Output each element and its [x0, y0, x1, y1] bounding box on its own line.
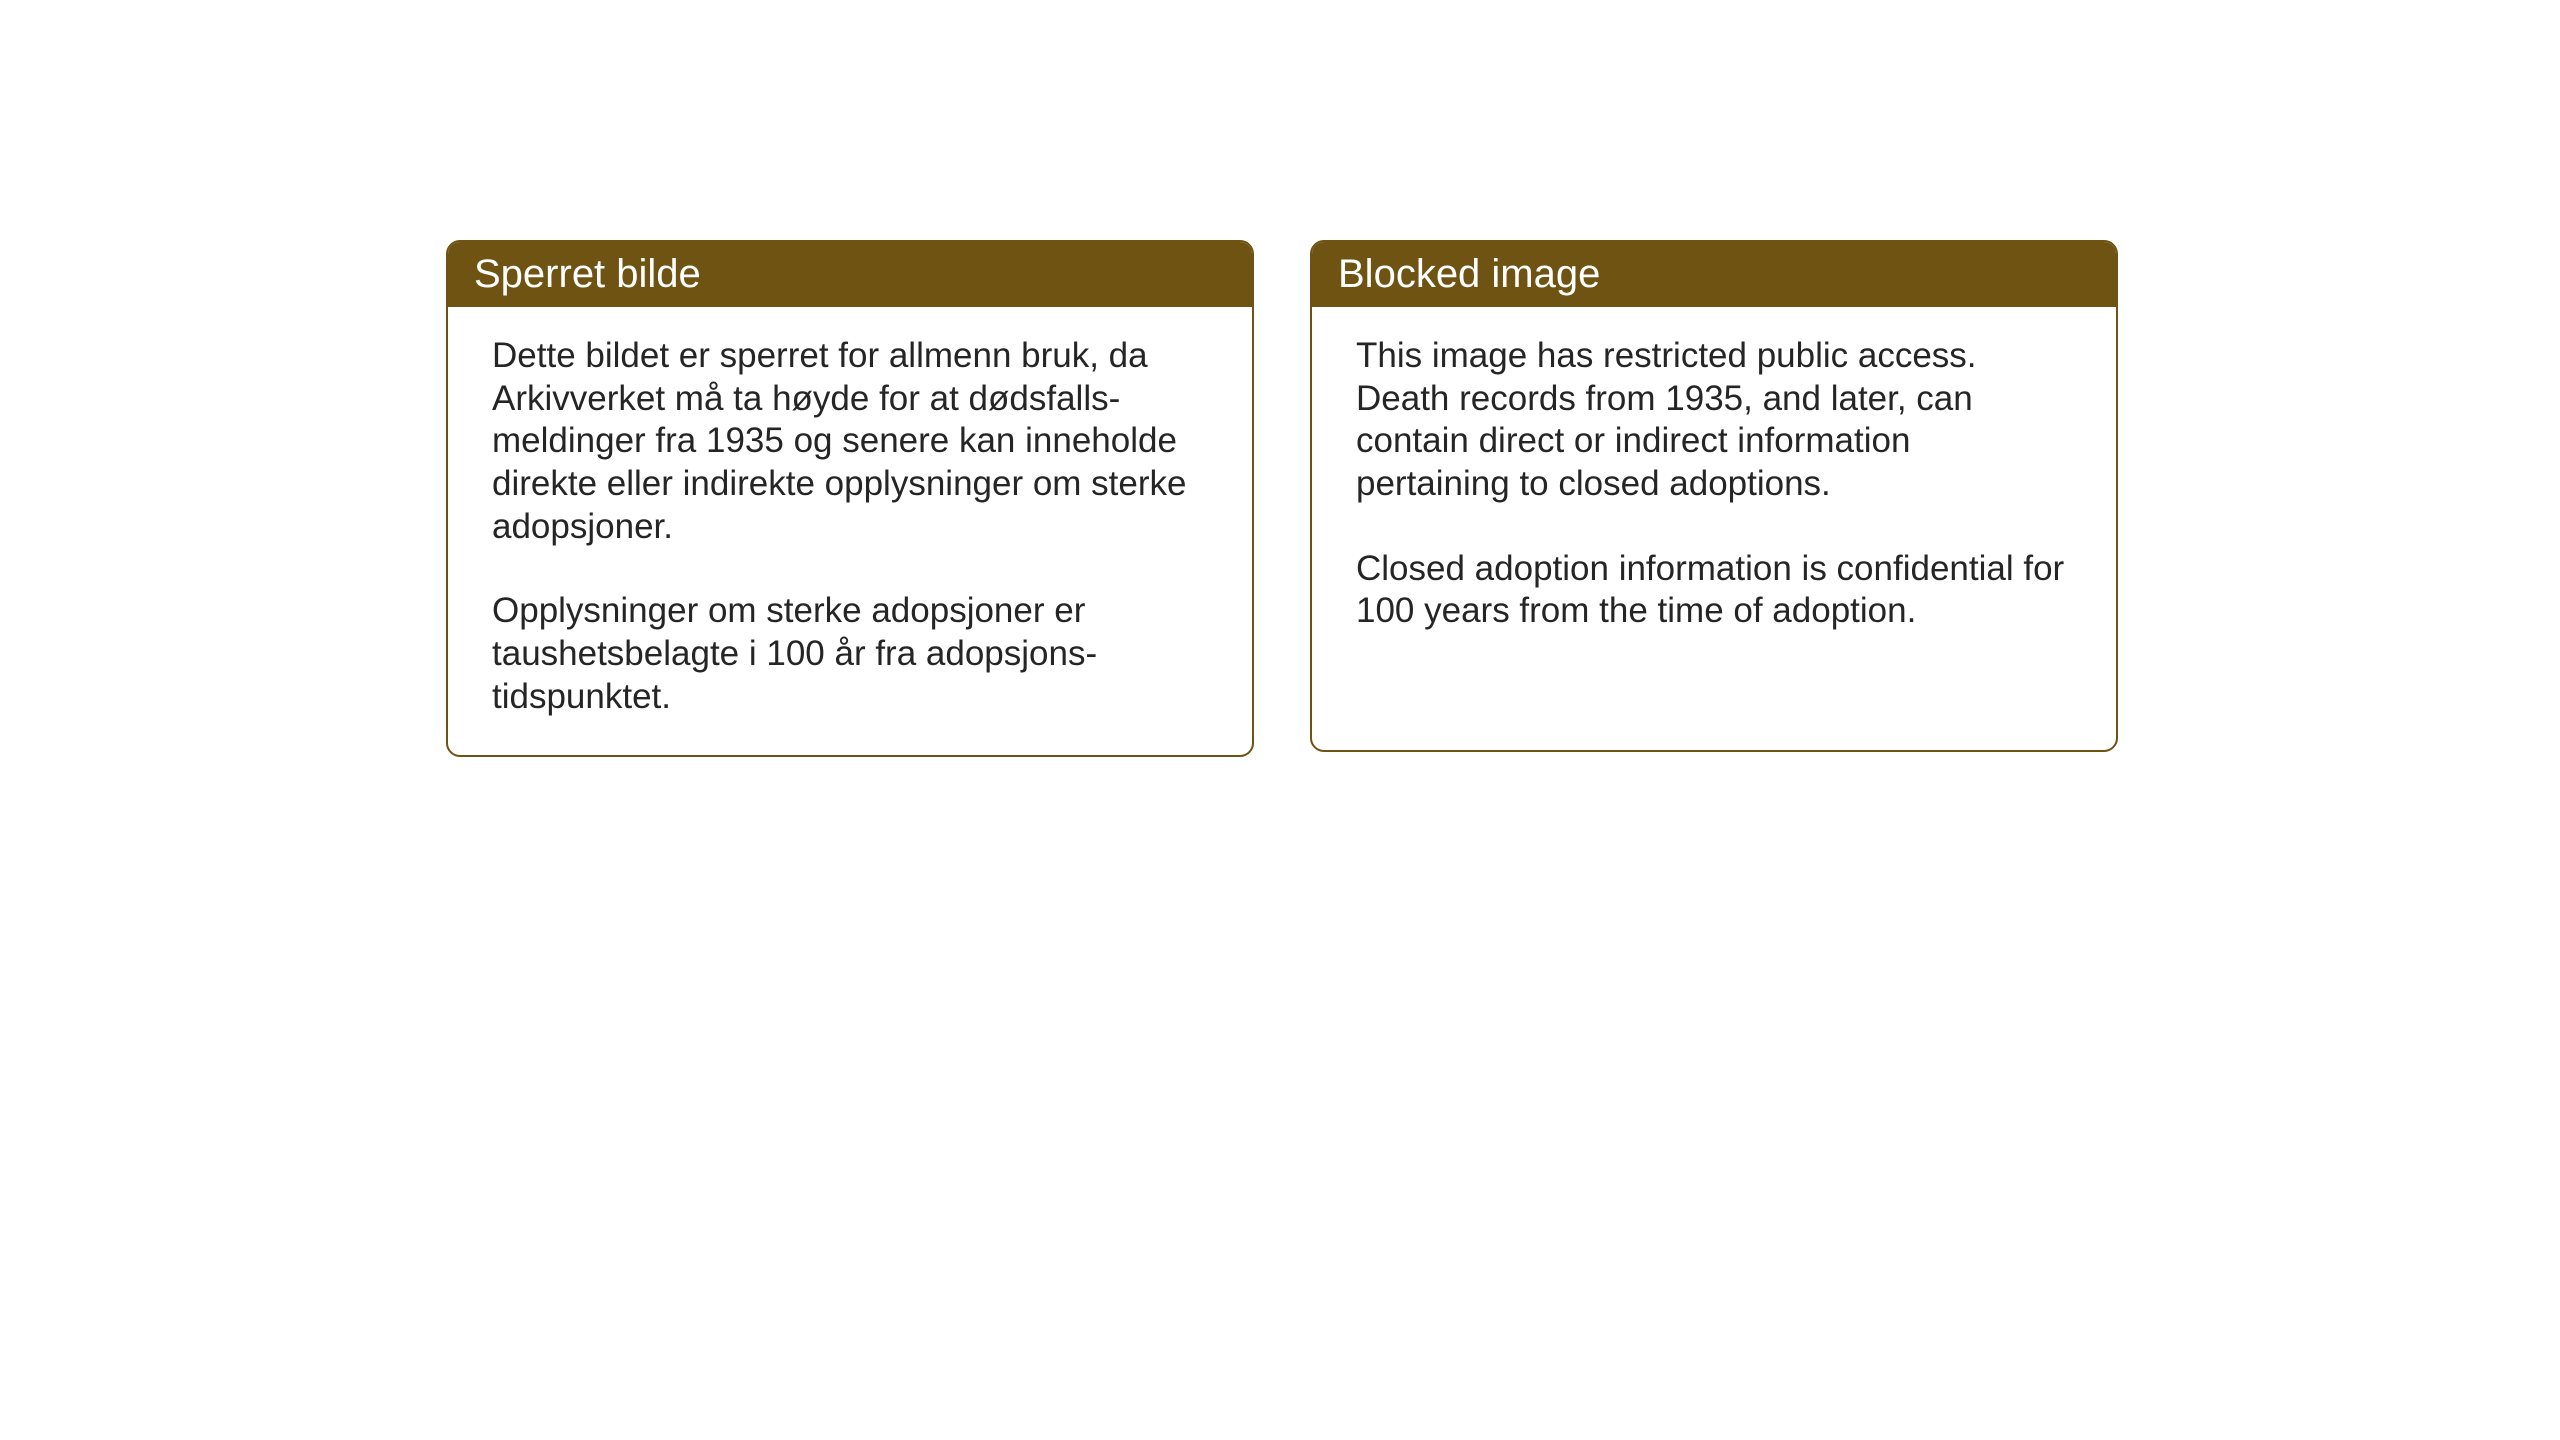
norwegian-card-body: Dette bildet er sperret for allmenn bruk… — [448, 307, 1252, 755]
norwegian-notice-card: Sperret bilde Dette bildet er sperret fo… — [446, 240, 1254, 757]
norwegian-paragraph-1: Dette bildet er sperret for allmenn bruk… — [492, 335, 1208, 548]
norwegian-paragraph-2: Opplysninger om sterke adopsjoner er tau… — [492, 590, 1208, 718]
english-paragraph-1: This image has restricted public access.… — [1356, 335, 2072, 506]
english-card-body: This image has restricted public access.… — [1312, 307, 2116, 669]
english-notice-card: Blocked image This image has restricted … — [1310, 240, 2118, 752]
english-paragraph-2: Closed adoption information is confident… — [1356, 548, 2072, 633]
notice-cards-container: Sperret bilde Dette bildet er sperret fo… — [446, 240, 2118, 757]
norwegian-card-title: Sperret bilde — [448, 242, 1252, 307]
english-card-title: Blocked image — [1312, 242, 2116, 307]
